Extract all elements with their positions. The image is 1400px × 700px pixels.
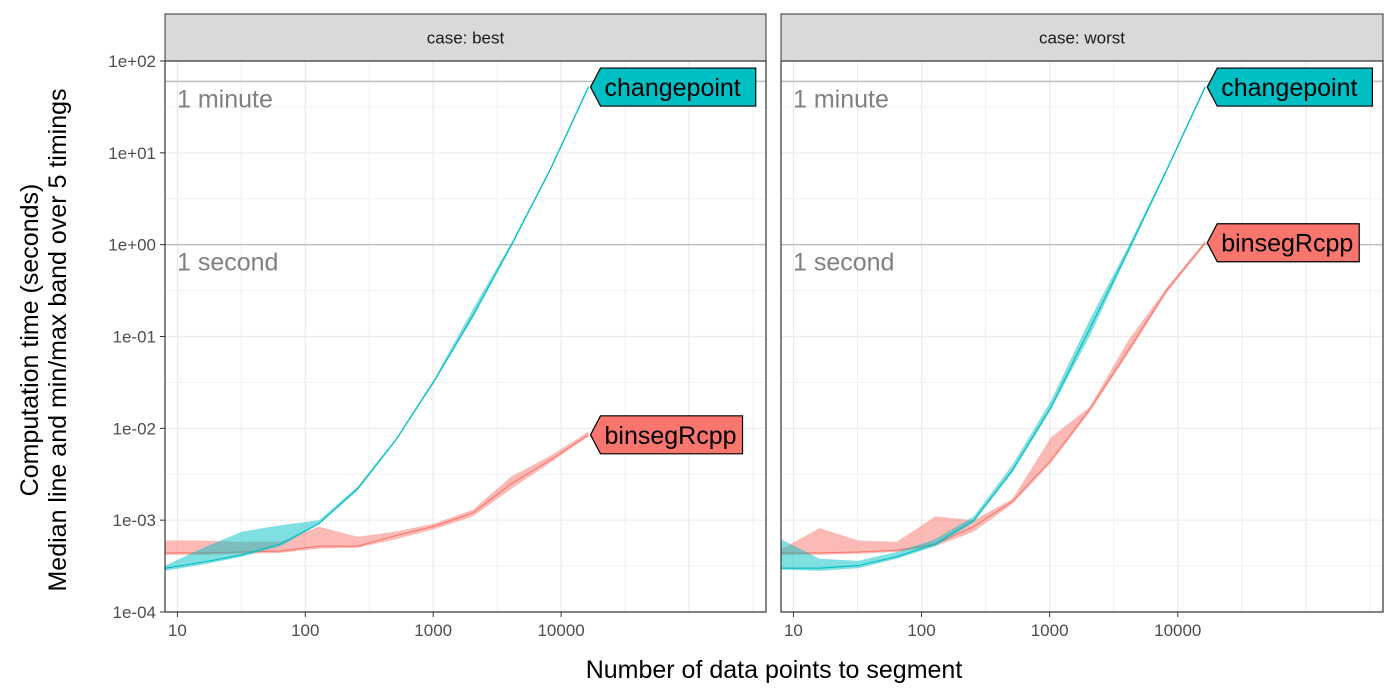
y-tick-label: 1e-04 (113, 603, 156, 622)
series-label-box (1206, 223, 1360, 263)
y-tick-label: 1e-03 (113, 511, 156, 530)
x-tick-label: 100 (907, 621, 935, 640)
median-line-binsegRcpp (781, 242, 1206, 554)
panels-layer: case: best 1 minute 1 second binsegRcpp chan… (164, 13, 1384, 640)
series-label-binsegRcpp: binsegRcpp (1206, 223, 1360, 263)
x-tick-label: 1000 (1031, 621, 1069, 640)
series-label-box (1206, 67, 1374, 107)
plot-area: 1 minute 1 second (165, 61, 766, 612)
strip-background (164, 13, 767, 62)
y-tick-label: 1e+00 (108, 236, 156, 255)
reference-line-label: 1 second (793, 249, 894, 277)
series-label-text: changepoint (605, 74, 741, 102)
band-binsegRcpp (165, 431, 589, 555)
x-tick-label: 10000 (1154, 621, 1201, 640)
x-tick-label: 10 (784, 621, 803, 640)
x-tick-label: 1000 (414, 621, 452, 640)
x-tick-label: 10000 (537, 621, 584, 640)
y-tick-label: 1e-01 (113, 328, 156, 347)
series-label-box (589, 67, 757, 107)
reference-line-label: 1 minute (177, 85, 273, 113)
y-axis-title-line-1: Computation time (seconds) (16, 184, 44, 497)
series-label-binsegRcpp: binsegRcpp (589, 415, 744, 455)
strip-background (780, 13, 1384, 62)
series-label-text: binsegRcpp (605, 422, 737, 450)
x-tick-label: 100 (291, 621, 319, 640)
x-axis-title: Number of data points to segment (586, 656, 963, 684)
x-tick-label: 10 (168, 621, 187, 640)
panel-best: case: best 1 minute 1 second binsegRcpp chan… (164, 13, 767, 640)
median-line-changepoint (781, 86, 1206, 569)
series-label-text: binsegRcpp (1221, 230, 1353, 258)
y-tick-label: 1e+01 (108, 144, 156, 163)
y-axis: 1e-04 1e-03 1e-02 1e-01 1e+00 1e+01 1e+02 (108, 52, 165, 622)
strip-label: case: best (427, 29, 505, 48)
y-tick-label: 1e-02 (113, 419, 156, 438)
series-label-changepoint: changepoint (589, 67, 757, 107)
plot-area: 1 minute 1 second (781, 61, 1383, 612)
series-label-changepoint: changepoint (1206, 67, 1374, 107)
y-axis-title: Computation time (seconds) Median line a… (16, 88, 72, 591)
series-label-box (589, 415, 744, 455)
reference-line-label: 1 second (177, 249, 278, 277)
panel-border (780, 60, 1384, 613)
median-line-changepoint (165, 86, 589, 569)
y-tick-label: 1e+02 (108, 52, 156, 71)
y-axis-title-line-2: Median line and min/max band over 5 timi… (44, 88, 72, 591)
strip-label: case: worst (1039, 29, 1125, 48)
panel-worst: case: worst 1 minute 1 second binsegRcpp cha… (780, 13, 1384, 640)
reference-line-label: 1 minute (793, 85, 889, 113)
series-label-text: changepoint (1221, 74, 1357, 102)
